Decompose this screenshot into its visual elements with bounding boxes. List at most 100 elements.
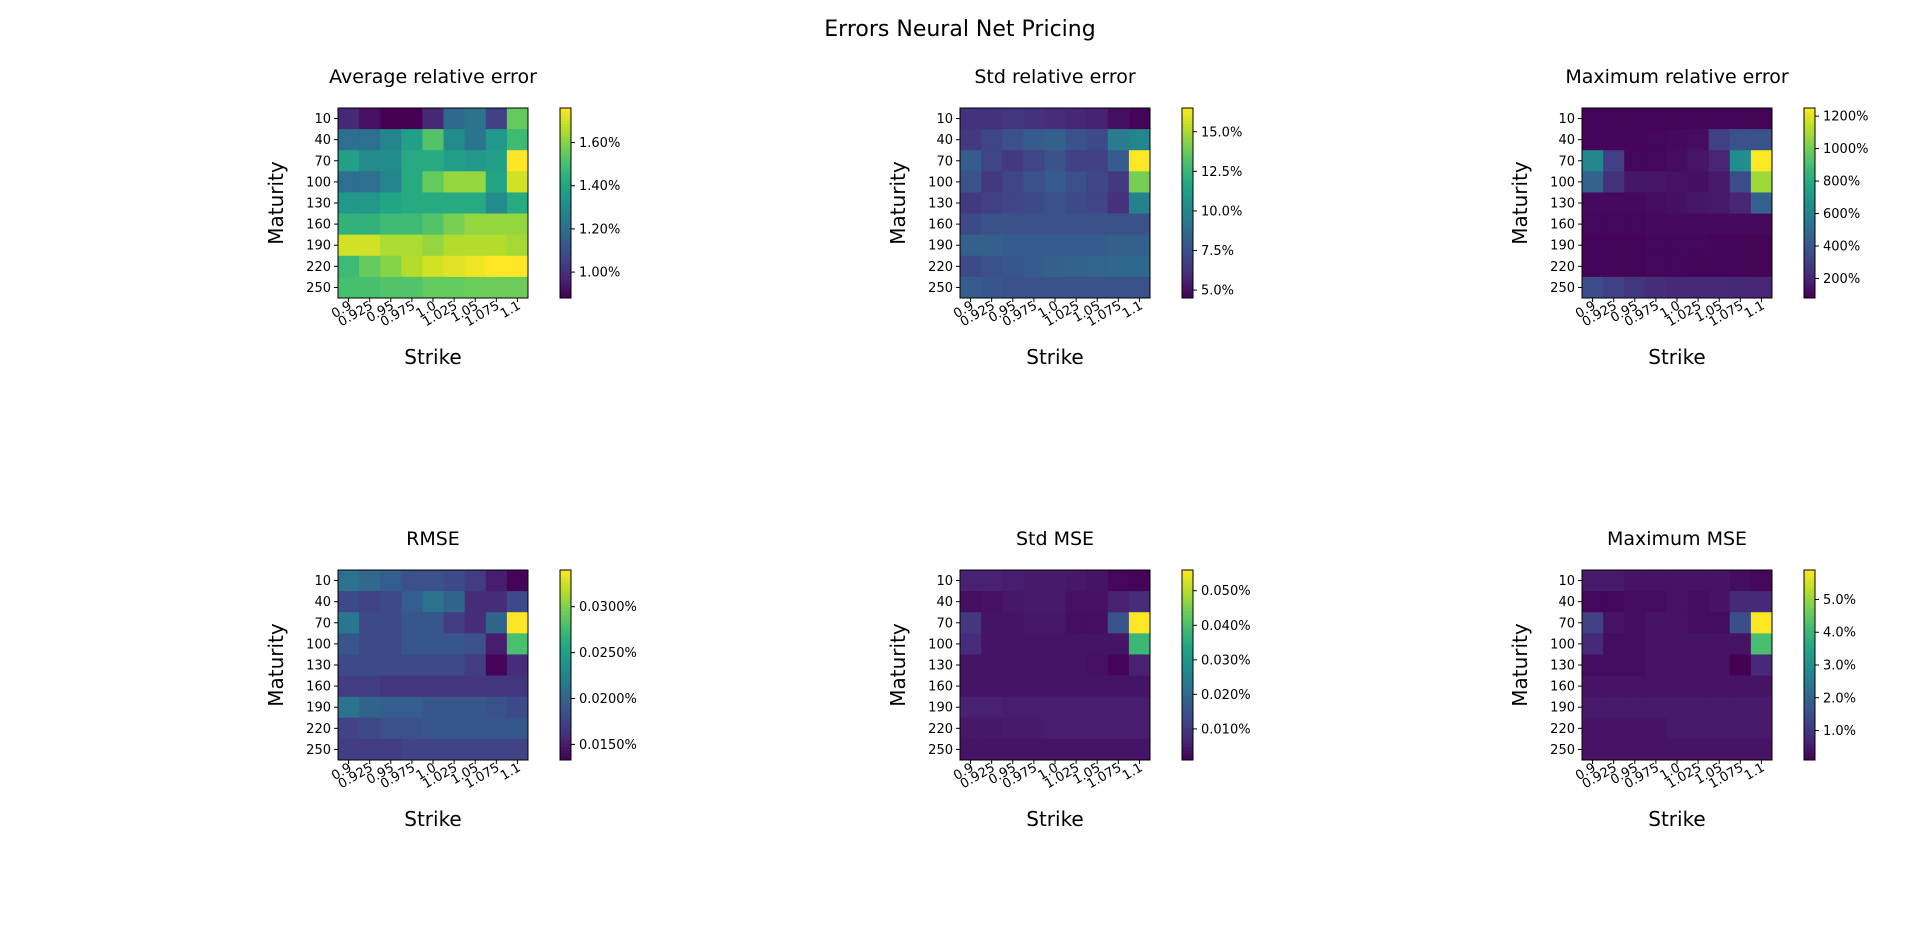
y-tick-label: 70: [314, 616, 331, 631]
heatmap-cell: [1107, 108, 1130, 130]
heatmap-cell: [359, 150, 381, 172]
heatmap-cell: [1645, 129, 1667, 151]
colorbar-segment: [560, 218, 571, 223]
heatmap-cell: [1065, 276, 1088, 299]
heatmap-cell: [1065, 570, 1088, 592]
heatmap-cell: [1086, 108, 1109, 130]
heatmap-cell: [1687, 171, 1710, 193]
colorbar-segment: [1804, 671, 1815, 675]
heatmap-cell: [380, 717, 402, 740]
heatmap-cell: [1603, 738, 1625, 761]
heatmap-cell: [1582, 234, 1604, 257]
y-tick-label: 190: [1550, 239, 1575, 254]
colorbar-segment: [560, 272, 571, 277]
heatmap-cell: [1002, 654, 1024, 676]
colorbar-segment: [1182, 684, 1193, 688]
colorbar-segment: [1182, 737, 1193, 742]
colorbar-segment: [1182, 614, 1193, 618]
colorbar-segment: [560, 260, 571, 264]
heatmap-cell: [1107, 696, 1130, 719]
heatmap-cell: [960, 591, 982, 613]
heatmap-cell: [1687, 234, 1710, 257]
colorbar-segment: [1182, 734, 1193, 739]
colorbar-segment: [1804, 623, 1815, 628]
x-axis-label: Strike: [1026, 807, 1084, 831]
heatmap-cell: [981, 570, 1003, 592]
colorbar-segment: [1804, 709, 1815, 713]
heatmap-cell: [1086, 675, 1109, 698]
colorbar-tick-label: 1.40%: [579, 179, 620, 194]
heatmap-cell: [1582, 192, 1604, 214]
heatmap-cell: [443, 612, 466, 634]
y-tick-label: 250: [306, 281, 331, 296]
colorbar-segment: [1804, 111, 1815, 115]
heatmap-cell: [464, 675, 487, 698]
colorbar-segment: [1804, 703, 1815, 707]
colorbar-segment: [1804, 731, 1815, 736]
heatmap-cell: [338, 129, 360, 151]
colorbar-segment: [1182, 680, 1193, 685]
colorbar-segment: [1804, 215, 1815, 220]
colorbar-segment: [1182, 693, 1193, 698]
colorbar-segment: [1804, 728, 1815, 732]
heatmap-cell: [1624, 570, 1646, 592]
heatmap-cell: [1687, 108, 1710, 130]
y-tick-label: 160: [306, 218, 331, 233]
colorbar-segment: [1804, 158, 1815, 163]
heatmap-cell: [960, 696, 982, 719]
colorbar-tick-label: 0.030%: [1201, 653, 1251, 668]
heatmap-cell: [981, 276, 1003, 299]
colorbar-segment: [1804, 244, 1815, 248]
colorbar-segment: [560, 180, 571, 185]
heatmap-cell: [1086, 255, 1109, 278]
colorbar-segment: [560, 737, 571, 742]
y-tick-label: 220: [928, 722, 953, 737]
heatmap-cell: [485, 738, 508, 761]
y-tick-label: 10: [936, 112, 953, 127]
heatmap-cell: [380, 738, 402, 761]
colorbar-segment: [1182, 639, 1193, 644]
heatmap-cell: [506, 108, 529, 130]
colorbar-segment: [1804, 149, 1815, 153]
heatmap-cell: [1065, 675, 1088, 698]
colorbar-segment: [560, 718, 571, 723]
colorbar-segment: [1804, 753, 1815, 758]
heatmap-cell: [506, 171, 529, 193]
panel-title: Maximum MSE: [1607, 528, 1747, 550]
heatmap-cell: [1086, 633, 1109, 655]
y-tick-label: 160: [928, 680, 953, 695]
colorbar-segment: [560, 573, 571, 577]
heatmap-cell: [422, 612, 444, 634]
colorbar-segment: [560, 680, 571, 685]
heatmap-cell: [1582, 717, 1604, 740]
heatmap-cell: [485, 654, 508, 676]
colorbar-segment: [1182, 139, 1193, 144]
colorbar-segment: [1182, 234, 1193, 239]
colorbar-segment: [1804, 576, 1815, 580]
heatmap-cell: [443, 150, 466, 172]
heatmap-cell: [1645, 255, 1667, 278]
colorbar-segment: [560, 275, 571, 280]
colorbar-segment: [1804, 247, 1815, 251]
colorbar-segment: [1182, 718, 1193, 723]
heatmap-cell: [1624, 612, 1646, 634]
colorbar-segment: [1182, 266, 1193, 270]
colorbar-segment: [1182, 130, 1193, 134]
heatmap-cell: [464, 150, 487, 172]
colorbar-segment: [1182, 209, 1193, 213]
heatmap-cell: [380, 213, 402, 236]
colorbar-tick-label: 0.0250%: [579, 646, 637, 661]
y-tick-label: 190: [1550, 701, 1575, 716]
colorbar-segment: [560, 117, 571, 122]
colorbar-segment: [1804, 712, 1815, 717]
colorbar-segment: [1182, 636, 1193, 641]
colorbar-segment: [1804, 573, 1815, 577]
heatmap-cell: [1708, 150, 1731, 172]
y-tick-label: 190: [306, 239, 331, 254]
heatmap-cell: [1086, 213, 1109, 236]
panel-title: Maximum relative error: [1565, 66, 1789, 88]
heatmap-cell: [1065, 654, 1088, 676]
heatmap-cell: [1044, 570, 1066, 592]
heatmap-cell: [443, 696, 466, 719]
heatmap-cell: [1065, 738, 1088, 761]
